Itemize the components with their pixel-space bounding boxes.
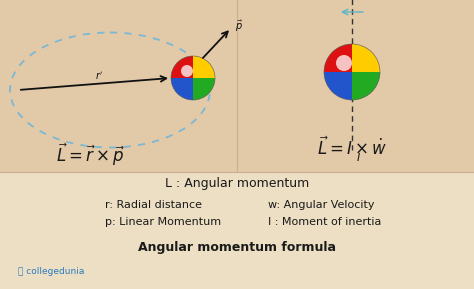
Circle shape <box>181 65 193 77</box>
Wedge shape <box>324 72 352 100</box>
Circle shape <box>336 55 352 71</box>
Text: r: Radial distance: r: Radial distance <box>105 200 202 210</box>
Bar <box>0 0 474 172</box>
Wedge shape <box>193 78 215 100</box>
Text: p: Linear Momentum: p: Linear Momentum <box>105 217 221 227</box>
Wedge shape <box>352 44 380 72</box>
Wedge shape <box>352 72 380 100</box>
Text: $\vec{L}=I\times\dot{w}$: $\vec{L}=I\times\dot{w}$ <box>317 137 387 159</box>
Text: $\vec{L}=\vec{r}\times\vec{p}$: $\vec{L}=\vec{r}\times\vec{p}$ <box>55 142 125 168</box>
Text: $r'$: $r'$ <box>95 70 104 82</box>
Wedge shape <box>171 56 193 78</box>
Bar <box>0 172 474 289</box>
Text: I : Moment of inertia: I : Moment of inertia <box>268 217 382 227</box>
Text: w: Angular Velocity: w: Angular Velocity <box>268 200 374 210</box>
Text: L : Angular momentum: L : Angular momentum <box>165 177 309 190</box>
Text: I: I <box>357 153 360 163</box>
Wedge shape <box>171 78 193 100</box>
Wedge shape <box>324 44 352 72</box>
Text: $\vec{p}$: $\vec{p}$ <box>235 18 243 34</box>
Text: 🍁 collegedunia: 🍁 collegedunia <box>18 268 84 277</box>
Text: Angular momentum formula: Angular momentum formula <box>138 242 336 255</box>
Wedge shape <box>193 56 215 78</box>
